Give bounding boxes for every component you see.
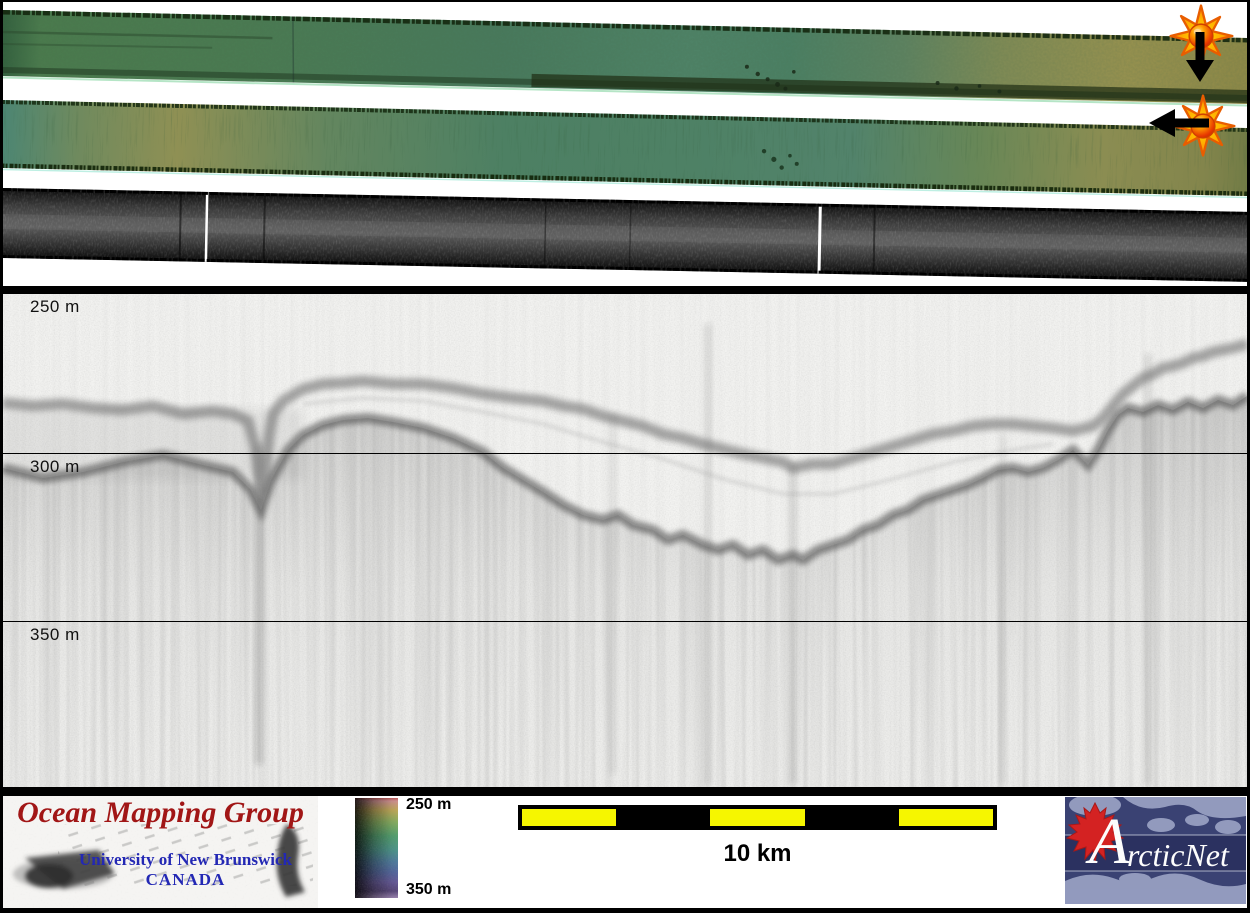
sun-illumination-down-icon [1169, 4, 1234, 82]
depth-colorbar [355, 798, 398, 898]
scale-bar-segment [616, 809, 711, 826]
sidescan-strip [3, 188, 1247, 283]
arcticnet-logo: A rcticNet [1065, 797, 1246, 904]
gridline-300m [3, 453, 1247, 454]
subbottom-reflector-trace [3, 396, 1247, 566]
scale-bar [518, 805, 997, 830]
echogram-graphic [3, 294, 1247, 787]
arrow-left-icon [1149, 109, 1209, 137]
omg-subtitle: University of New Brunswick [79, 850, 292, 869]
colorbar-label-250m: 250 m [406, 796, 452, 813]
omg-logo-background [3, 796, 318, 908]
survey-strips-section [3, 2, 1247, 286]
arrow-down-icon [1186, 32, 1214, 82]
depth-label-250m: 250 m [30, 297, 80, 316]
colorbar-label-350m: 350 m [406, 881, 452, 898]
depth-label-300m: 300 m [30, 457, 80, 476]
omg-logo: Ocean Mapping Group University of New Br… [3, 796, 318, 908]
maple-leaf-icon [1065, 801, 1125, 864]
seafloor-trace [3, 344, 1247, 494]
scale-bar-label: 10 km [723, 840, 792, 867]
survey-strips-graphic [3, 4, 1247, 283]
arcticnet-logo-background [1065, 797, 1246, 904]
scale-bar-segment [898, 809, 994, 826]
subbottom-profile-panel: 250 m 300 m 350 m [3, 294, 1247, 787]
arcticnet-wordmark-initial: A [1089, 805, 1130, 878]
sun-illumination-left-icon [1149, 94, 1236, 157]
gridline-350m [3, 621, 1247, 622]
bathymetry-strip-1 [3, 10, 1247, 107]
intermediate-reflector-trace [302, 396, 1054, 495]
omg-title: Ocean Mapping Group [17, 796, 304, 829]
omg-country: CANADA [145, 870, 226, 889]
legend-bar: Ocean Mapping Group University of New Br… [3, 796, 1247, 908]
scale-bar-segment [804, 809, 899, 826]
bathymetry-strip-2 [3, 100, 1247, 199]
arctic-map-shapes [1065, 797, 1246, 904]
depth-label-350m: 350 m [30, 625, 80, 644]
scale-bar-segment [522, 809, 617, 826]
scale-bar-segment [710, 809, 805, 826]
arcticnet-wordmark: rcticNet [1127, 837, 1229, 873]
